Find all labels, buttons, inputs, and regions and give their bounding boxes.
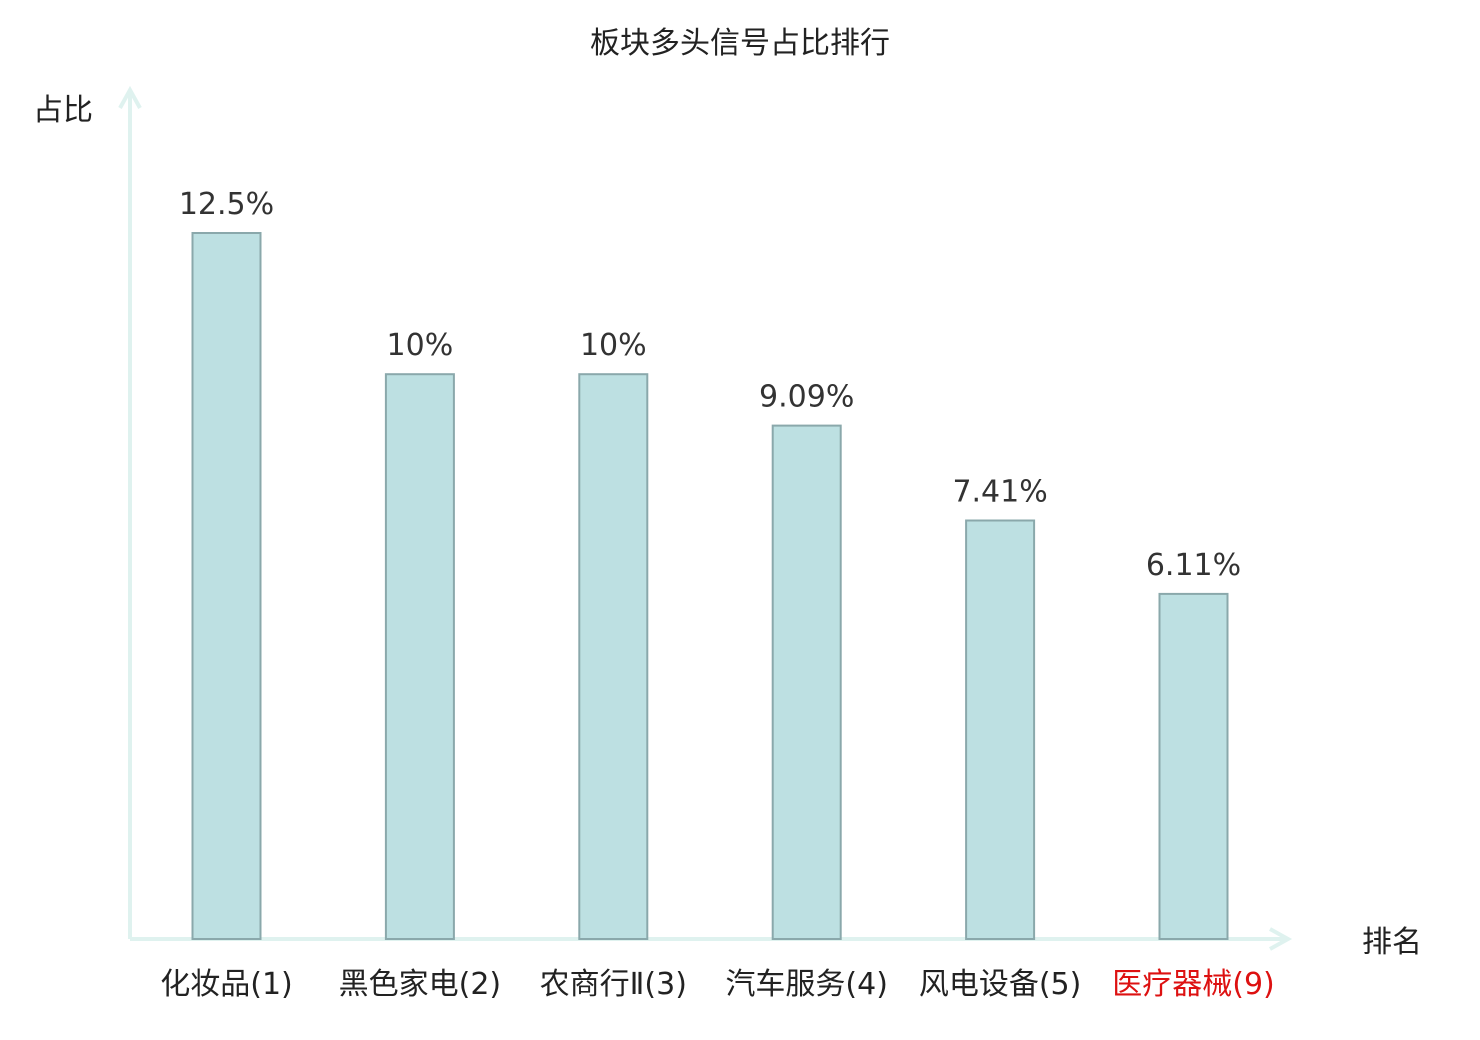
bar xyxy=(191,232,262,940)
category-label: 黑色家电(2) xyxy=(339,967,502,1002)
y-axis-arrow xyxy=(118,85,142,109)
bar xyxy=(771,424,842,941)
chart-title: 板块多头信号占比排行 xyxy=(590,26,890,61)
bars-group xyxy=(191,232,1229,941)
bar-value-label: 7.41% xyxy=(952,475,1047,510)
bar-value-label: 9.09% xyxy=(759,380,854,415)
category-label: 汽车服务(4) xyxy=(725,967,888,1002)
category-labels-group: 化妆品(1) 黑色家电(2) 农商行Ⅱ(3) 汽车服务(4) 风电设备(5) 医疗器械(9… xyxy=(160,967,1275,1002)
value-labels-group: 12.5% 10% 10% 9.09% 7.41% 6.11% xyxy=(179,187,1241,583)
bar xyxy=(578,373,649,940)
bar-value-label: 12.5% xyxy=(179,187,274,222)
y-axis-label: 占比 xyxy=(33,93,93,128)
bar-value-label: 10% xyxy=(387,328,454,363)
bar xyxy=(1158,592,1229,941)
category-label: 风电设备(5) xyxy=(919,967,1082,1002)
category-label: 医疗器械(9) xyxy=(1112,967,1275,1002)
bar-value-label: 10% xyxy=(580,328,647,363)
category-label: 农商行Ⅱ(3) xyxy=(540,967,687,1002)
bar-value-label: 6.11% xyxy=(1146,548,1241,583)
category-label: 化妆品(1) xyxy=(160,967,293,1002)
bar xyxy=(384,373,455,940)
x-axis-arrow xyxy=(1269,927,1293,951)
x-axis-label: 排名 xyxy=(1362,925,1422,960)
bar xyxy=(965,519,1036,940)
